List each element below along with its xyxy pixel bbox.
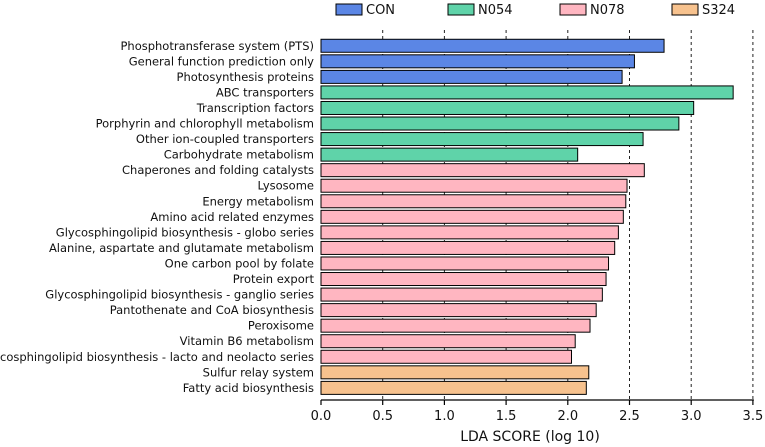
- bar-label: Lysosome: [258, 179, 315, 193]
- bar: [320, 256, 610, 271]
- legend-swatch: [447, 3, 475, 16]
- bar-label: One carbon pool by folate: [165, 256, 314, 270]
- x-tick-label: 0.5: [372, 409, 393, 424]
- bar: [320, 209, 624, 224]
- legend-label: S324: [702, 3, 735, 18]
- bar-label: Transcription factors: [196, 101, 314, 115]
- x-tick-label: 0.0: [311, 409, 332, 424]
- bar-label: Protein export: [233, 272, 315, 286]
- bar: [320, 163, 645, 178]
- legend-swatch: [559, 3, 587, 16]
- bar-label: Fatty acid biosynthesis: [183, 381, 314, 395]
- bar-label: Vitamin B6 metabolism: [180, 334, 314, 348]
- legend-label: N054: [478, 3, 513, 18]
- bar-labels: Phosphotransferase system (PTS)General f…: [0, 39, 314, 395]
- bar: [320, 272, 607, 287]
- bar: [320, 303, 597, 318]
- bar: [320, 69, 623, 84]
- bar-label: Photosynthesis proteins: [177, 70, 314, 84]
- legend-swatch: [335, 3, 363, 16]
- bar: [320, 365, 590, 380]
- x-tick-label: 2.5: [619, 409, 640, 424]
- bar-label: Pantothenate and CoA biosynthesis: [110, 303, 314, 317]
- bar-label: Peroxisome: [248, 319, 314, 333]
- x-tick-label: 3.0: [681, 409, 702, 424]
- bar: [320, 334, 576, 349]
- bar: [320, 287, 603, 302]
- bar-label: Other ion-coupled transporters: [136, 132, 314, 146]
- bar: [320, 147, 579, 162]
- bars: [320, 38, 734, 395]
- bar-label: Carbohydrate metabolism: [164, 148, 314, 162]
- bar: [320, 100, 695, 115]
- bar-label: Amino acid related enzymes: [150, 210, 314, 224]
- bar-label: Glycosphingolipid biosynthesis - lacto a…: [0, 350, 314, 364]
- bar: [320, 178, 628, 193]
- bar: [320, 240, 616, 255]
- x-tick-label: 3.5: [743, 409, 764, 424]
- bar: [320, 38, 665, 53]
- bar-label: Glycosphingolipid biosynthesis - globo s…: [56, 225, 314, 239]
- bar: [320, 318, 591, 333]
- bar-label: Phosphotransferase system (PTS): [120, 39, 314, 53]
- bar-label: Glycosphingolipid biosynthesis - ganglio…: [45, 288, 314, 302]
- bar-label: General function prediction only: [129, 54, 314, 68]
- bar: [320, 380, 587, 395]
- bar-label: Alanine, aspartate and glutamate metabol…: [49, 241, 314, 255]
- bar-label: Chaperones and folding catalysts: [122, 163, 314, 177]
- bar: [320, 54, 635, 69]
- bar: [320, 349, 573, 364]
- x-axis-title: LDA SCORE (log 10): [460, 429, 600, 445]
- bar-label: Energy metabolism: [202, 194, 314, 208]
- bar-label: Porphyrin and chlorophyll metabolism: [96, 117, 314, 131]
- bar: [320, 132, 644, 147]
- legend-swatch: [671, 3, 699, 16]
- legend-label: CON: [366, 3, 395, 18]
- x-axis: 0.0 0.5 1.0 1.5 2.0 2.5 3.0 3.5: [311, 399, 764, 424]
- bar-label: Sulfur relay system: [203, 365, 314, 379]
- bar: [320, 116, 680, 131]
- bar: [320, 194, 627, 209]
- x-tick-label: 1.0: [434, 409, 455, 424]
- bar: [320, 85, 734, 100]
- legend: CON N054 N078 S324: [335, 3, 735, 18]
- legend-label: N078: [590, 3, 625, 18]
- bar: [320, 225, 619, 240]
- bar-label: ABC transporters: [216, 85, 314, 99]
- x-tick-label: 2.0: [557, 409, 578, 424]
- x-tick-label: 1.5: [496, 409, 517, 424]
